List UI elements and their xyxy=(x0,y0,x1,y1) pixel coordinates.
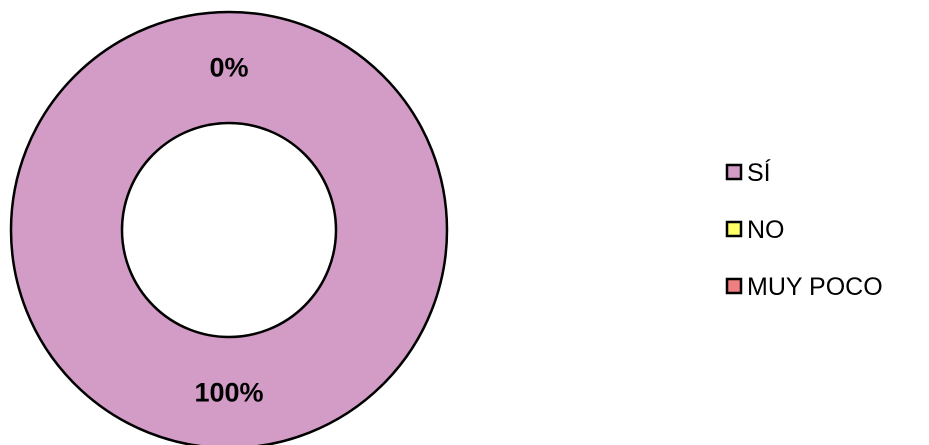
chart-data-labels: 100% 0% xyxy=(194,53,263,408)
legend-swatch-0 xyxy=(725,163,743,181)
chart-slices xyxy=(9,10,449,445)
chart-legend: SÍ NO MUY POCO xyxy=(725,158,883,301)
legend-label-2: MUY POCO xyxy=(747,273,883,301)
legend-swatch-2 xyxy=(725,277,743,295)
legend-label-1: NO xyxy=(747,216,785,244)
data-label-0: 100% xyxy=(194,378,263,408)
legend-swatch-1 xyxy=(725,220,743,238)
data-label-1: 0% xyxy=(209,53,248,83)
slice-0 xyxy=(9,10,449,445)
legend-label-0: SÍ xyxy=(747,158,771,187)
